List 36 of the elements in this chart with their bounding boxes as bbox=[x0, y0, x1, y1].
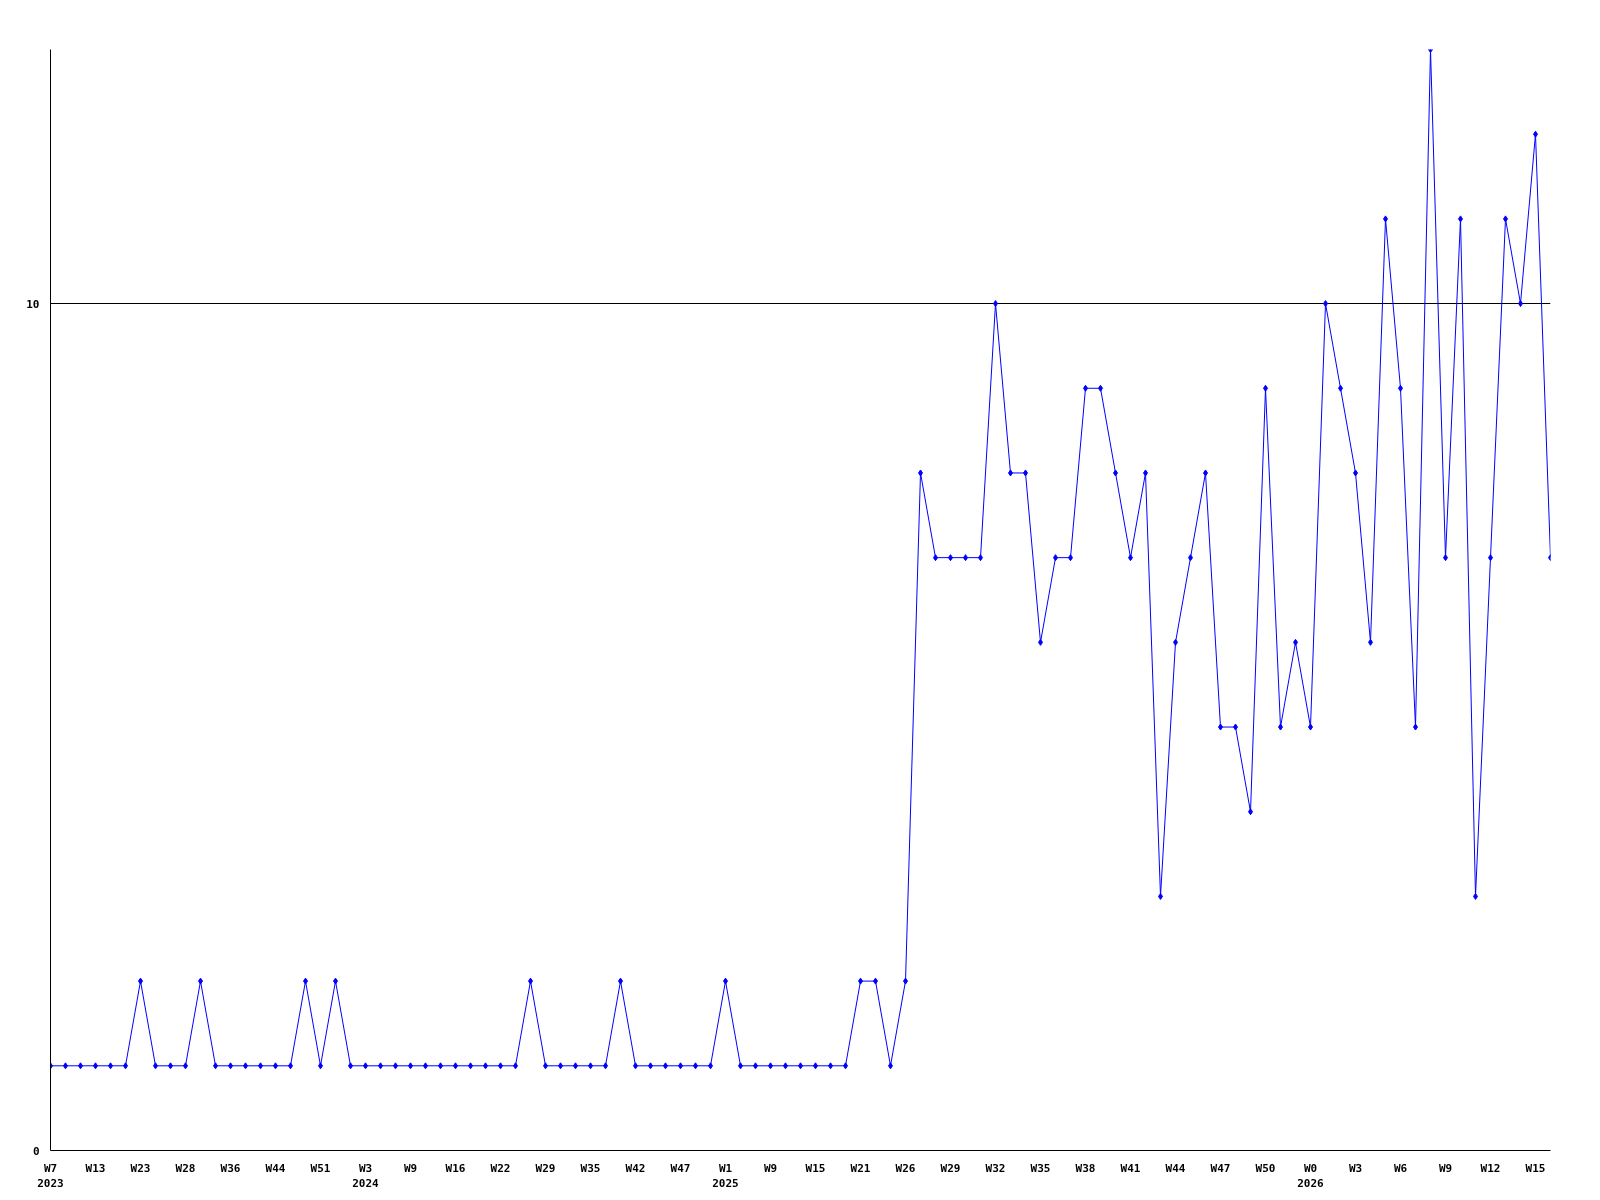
x-tick-label: W15 bbox=[805, 1161, 826, 1175]
x-tick-label: W29 bbox=[535, 1161, 556, 1175]
y-tick-label: 0 bbox=[32, 1144, 40, 1158]
x-tick-label: W9 bbox=[403, 1161, 418, 1175]
x-tick-label: W38 bbox=[1075, 1161, 1096, 1175]
x-tick-label: W51 bbox=[310, 1161, 331, 1175]
x-tick-label: W9 bbox=[1438, 1161, 1453, 1175]
x-tick-label: W16 bbox=[445, 1161, 466, 1175]
x-tick-label: W6 bbox=[1393, 1161, 1408, 1175]
x-tick-label: W0 2026 bbox=[1297, 1161, 1325, 1191]
x-tick-label: W44 bbox=[1165, 1161, 1186, 1175]
x-tick-label: W32 bbox=[985, 1161, 1006, 1175]
x-tick-label: W28 bbox=[175, 1161, 196, 1175]
y-tick-label: 10 bbox=[26, 297, 40, 311]
x-tick-label: W47 bbox=[1210, 1161, 1231, 1175]
x-tick-label: W9 bbox=[763, 1161, 778, 1175]
x-tick-label: W26 bbox=[895, 1161, 916, 1175]
x-tick-label: W13 bbox=[85, 1161, 106, 1175]
x-tick-label: W23 bbox=[130, 1161, 151, 1175]
x-tick-label: W22 bbox=[490, 1161, 511, 1175]
x-tick-label: W15 bbox=[1525, 1161, 1546, 1175]
x-tick-label: W42 bbox=[625, 1161, 646, 1175]
x-tick-label: W1 2025 bbox=[712, 1161, 739, 1191]
x-tick-label: W21 bbox=[850, 1161, 871, 1175]
x-tick-label: W36 bbox=[220, 1161, 241, 1175]
x-tick-label: W3 bbox=[1348, 1161, 1363, 1175]
x-tick-label: W44 bbox=[265, 1161, 286, 1175]
x-tick-label: W29 bbox=[940, 1161, 961, 1175]
x-tick-label: W41 bbox=[1120, 1161, 1141, 1175]
x-tick-label: W7 2023 bbox=[37, 1161, 64, 1191]
x-tick-label: W47 bbox=[670, 1161, 691, 1175]
x-tick-label: W50 bbox=[1255, 1161, 1276, 1175]
x-tick-label: W35 bbox=[1030, 1161, 1051, 1175]
x-tick-label: W12 bbox=[1480, 1161, 1501, 1175]
x-tick-label: W3 2024 bbox=[352, 1161, 380, 1191]
x-tick-label: W35 bbox=[580, 1161, 601, 1175]
